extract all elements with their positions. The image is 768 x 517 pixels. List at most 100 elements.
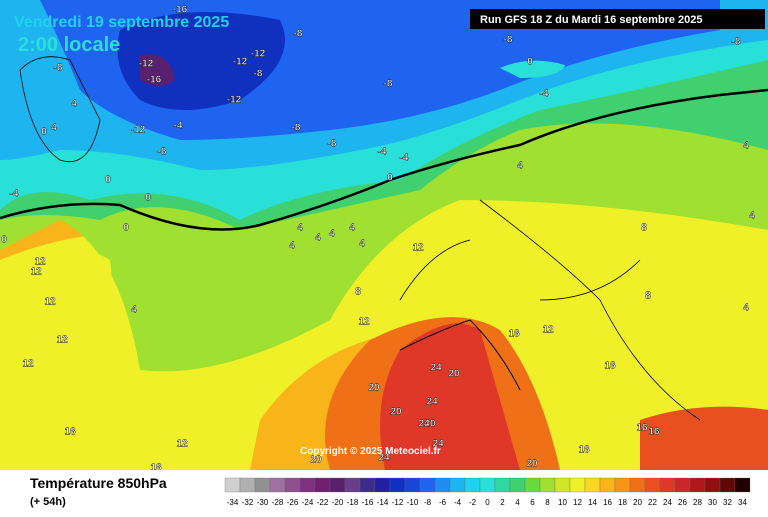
scale-swatch (509, 477, 526, 493)
contour-label: 12 (30, 267, 42, 278)
contour-label: 12 (412, 243, 424, 254)
contour-labels: -16-8-12-12 -12-16-8-8-124-12 -4 -8-8-80 4-4… (1, 4, 755, 474)
contour-label: -8 (294, 29, 303, 40)
scale-tick-label: -30 (257, 498, 269, 507)
contour-label: 4 (329, 229, 335, 240)
contour-label: 16 (150, 463, 162, 474)
contour-label: -8 (732, 37, 741, 48)
contour-label: -12 (251, 49, 266, 60)
contour-label: 4 (359, 239, 365, 250)
scale-tick-label: -8 (424, 498, 432, 507)
contour-label: -16 (147, 75, 162, 86)
contour-label: 0 (145, 193, 151, 204)
contour-label: 4 (315, 233, 321, 244)
scale-tick-label: -32 (242, 498, 254, 507)
contour-label: 24 (418, 419, 430, 430)
scale-swatch (629, 477, 646, 493)
scale-swatch (479, 477, 496, 493)
contour-label: 4 (51, 123, 57, 134)
contour-label: 4 (749, 211, 755, 222)
scale-swatch (224, 477, 241, 493)
scale-tick-label: -2 (469, 498, 477, 507)
scale-swatch (434, 477, 451, 493)
scale-swatch (404, 477, 421, 493)
scale-tick-label: -14 (377, 498, 389, 507)
contour-label: -4 (540, 89, 549, 100)
contour-label: 12 (176, 439, 188, 450)
scale-tick-label: 20 (633, 498, 642, 507)
scale-swatch (299, 477, 316, 493)
scale-tick-label: 24 (663, 498, 672, 507)
contour-label: 4 (743, 141, 749, 152)
contour-label: -4 (400, 153, 409, 164)
scale-swatch (449, 477, 466, 493)
contour-label: 12 (34, 257, 46, 268)
contour-label: 20 (526, 459, 538, 470)
contour-label: -12 (139, 59, 154, 70)
scale-tick-label: 12 (573, 498, 582, 507)
temperature-field (0, 0, 768, 470)
scale-tick-label: 2 (500, 498, 505, 507)
scale-swatch (314, 477, 331, 493)
scale-swatch (704, 477, 721, 493)
contour-label: 0 (41, 127, 47, 138)
scale-swatch (569, 477, 586, 493)
scale-swatch (254, 477, 271, 493)
scale-tick-label: -10 (407, 498, 419, 507)
contour-label: -4 (10, 189, 19, 200)
contour-label: 0 (123, 223, 129, 234)
scale-swatch (539, 477, 556, 493)
contour-label: 8 (645, 291, 651, 302)
copyright: Copyright © 2025 Meteociel.fr (300, 446, 441, 457)
scale-tick-label: 32 (723, 498, 732, 507)
scale-swatch (599, 477, 616, 493)
scale-tick-label: -24 (302, 498, 314, 507)
contour-label: -12 (233, 57, 248, 68)
scale-tick-label: -6 (439, 498, 447, 507)
contour-label: 4 (131, 305, 137, 316)
contour-label: 4 (517, 161, 523, 172)
contour-label: 12 (542, 325, 554, 336)
scale-tick-label: 10 (558, 498, 567, 507)
contour-label: 24 (426, 397, 438, 408)
contour-label: 8 (641, 223, 647, 234)
contour-label: 8 (355, 287, 361, 298)
contour-label: 16 (508, 329, 520, 340)
contour-label: 20 (448, 369, 460, 380)
scale-swatch (614, 477, 631, 493)
run-box (470, 9, 765, 29)
scale-tick-label: -26 (287, 498, 299, 507)
scale-swatch (359, 477, 376, 493)
map-date: Vendredi 19 septembre 2025 (14, 14, 229, 31)
contour-label: 16 (648, 427, 660, 438)
contour-label: -12 (227, 95, 242, 106)
scale-tick-label: 26 (678, 498, 687, 507)
scale-tick-label: 8 (545, 498, 550, 507)
scale-swatch (374, 477, 391, 493)
contour-label: 20 (390, 407, 402, 418)
footer-subtitle: (+ 54h) (30, 496, 66, 508)
color-scale: -34 -32 -30 -28 -26 -24 -22 -20 -18 -16 -14 -12 -10-… (224, 477, 751, 507)
contour-label: 0 (387, 173, 393, 184)
scale-tick-label: 30 (708, 498, 717, 507)
contour-label: 16 (604, 361, 616, 372)
contour-label: 16 (578, 445, 590, 456)
scale-swatch (524, 477, 541, 493)
scale-swatch (389, 477, 406, 493)
contour-label: -8 (254, 69, 263, 80)
scale-tick-label: 0 (485, 498, 490, 507)
scale-tick-label: -34 (227, 498, 239, 507)
scale-tick-label: -18 (347, 498, 359, 507)
contour-label: 4 (71, 99, 77, 110)
contour-label: 4 (349, 223, 355, 234)
contour-label: 4 (743, 303, 749, 314)
scale-swatch (269, 477, 286, 493)
contour-label: 24 (430, 363, 442, 374)
scale-tick-label: 34 (738, 498, 747, 507)
contour-label: 16 (64, 427, 76, 438)
footer-title: Température 850hPa (30, 475, 167, 491)
contour-label: -8 (504, 35, 513, 46)
contour-label: -12 (131, 125, 146, 136)
contour-label: -8 (384, 79, 393, 90)
scale-swatch (689, 477, 706, 493)
